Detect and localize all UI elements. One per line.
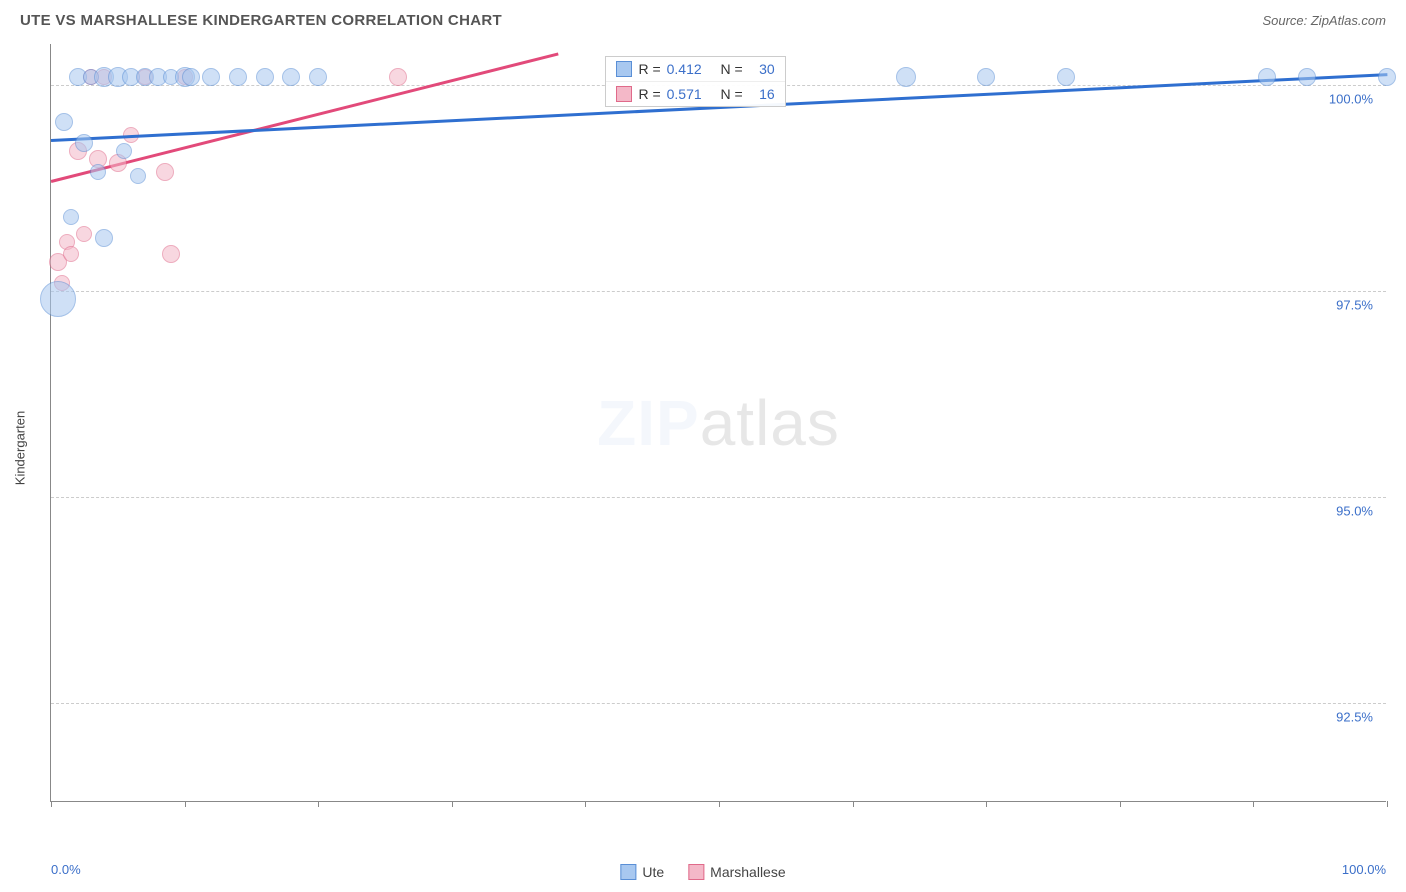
- data-point-ute: [90, 164, 106, 180]
- stats-row-ute: R =0.412 N =30: [606, 57, 784, 82]
- data-point-ute: [282, 68, 300, 86]
- gridline: [51, 291, 1386, 292]
- y-tick-label: 100.0%: [1326, 92, 1376, 107]
- data-point-marshallese: [156, 163, 174, 181]
- data-point-ute: [202, 68, 220, 86]
- x-tick: [853, 801, 854, 807]
- data-point-ute: [977, 68, 995, 86]
- x-tick: [1253, 801, 1254, 807]
- x-axis-min-label: 0.0%: [51, 862, 81, 877]
- data-point-ute: [116, 143, 132, 159]
- data-point-ute: [55, 113, 73, 131]
- x-tick: [585, 801, 586, 807]
- y-tick-label: 95.0%: [1333, 504, 1376, 519]
- stats-legend: R =0.412 N =30R =0.571 N =16: [605, 56, 785, 107]
- x-tick: [1120, 801, 1121, 807]
- data-point-ute: [229, 68, 247, 86]
- gridline: [51, 497, 1386, 498]
- stats-row-marshallese: R =0.571 N =16: [606, 82, 784, 106]
- x-tick: [185, 801, 186, 807]
- swatch-ute: [620, 864, 636, 880]
- chart-container: Kindergarten ZIPatlas 100.0%97.5%95.0%92…: [20, 44, 1386, 852]
- plot-area: ZIPatlas 100.0%97.5%95.0%92.5%0.0%100.0%…: [50, 44, 1386, 802]
- x-tick: [51, 801, 52, 807]
- chart-source: Source: ZipAtlas.com: [1262, 13, 1386, 28]
- data-point-ute: [130, 168, 146, 184]
- data-point-ute: [896, 67, 916, 87]
- x-axis-max-label: 100.0%: [1342, 862, 1386, 877]
- legend-bottom: Ute Marshallese: [620, 864, 785, 880]
- gridline: [51, 703, 1386, 704]
- data-point-marshallese: [76, 226, 92, 242]
- x-tick: [318, 801, 319, 807]
- data-point-ute: [182, 68, 200, 86]
- x-tick: [719, 801, 720, 807]
- data-point-ute: [309, 68, 327, 86]
- data-point-marshallese: [63, 246, 79, 262]
- legend-item-marshallese: Marshallese: [688, 864, 785, 880]
- data-point-ute: [40, 281, 76, 317]
- watermark: ZIPatlas: [597, 386, 840, 460]
- x-tick: [452, 801, 453, 807]
- legend-item-ute: Ute: [620, 864, 664, 880]
- y-tick-label: 97.5%: [1333, 298, 1376, 313]
- swatch-marshallese: [688, 864, 704, 880]
- x-tick: [986, 801, 987, 807]
- data-point-ute: [63, 209, 79, 225]
- data-point-marshallese: [389, 68, 407, 86]
- swatch-ute: [616, 61, 632, 77]
- y-tick-label: 92.5%: [1333, 710, 1376, 725]
- swatch-marshallese: [616, 86, 632, 102]
- y-axis-label: Kindergarten: [13, 411, 28, 485]
- chart-title: UTE VS MARSHALLESE KINDERGARTEN CORRELAT…: [20, 12, 502, 29]
- data-point-ute: [256, 68, 274, 86]
- data-point-ute: [75, 134, 93, 152]
- data-point-ute: [1057, 68, 1075, 86]
- x-tick: [1387, 801, 1388, 807]
- data-point-ute: [1258, 68, 1276, 86]
- data-point-marshallese: [162, 245, 180, 263]
- data-point-ute: [95, 229, 113, 247]
- data-point-ute: [1378, 68, 1396, 86]
- data-point-ute: [1298, 68, 1316, 86]
